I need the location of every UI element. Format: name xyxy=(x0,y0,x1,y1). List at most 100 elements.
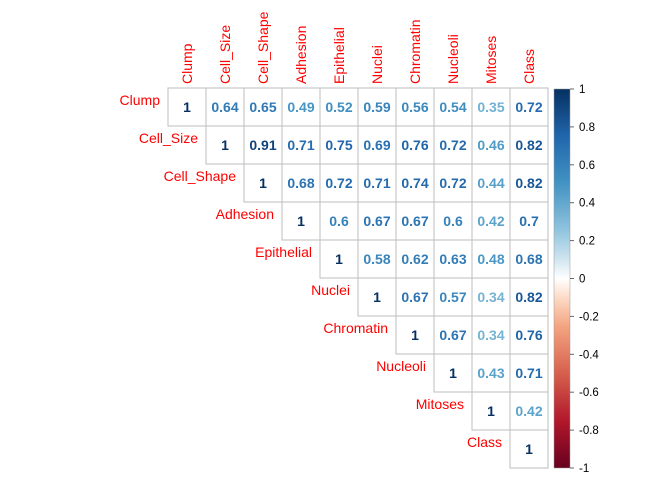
coef-class-class: 1 xyxy=(525,441,533,457)
col-label-epithelial: Epithelial xyxy=(331,27,347,84)
coef-cell-size-class: 0.82 xyxy=(515,137,542,153)
cell-cell-shape-cell-shape xyxy=(243,163,283,203)
row-label-cell-size: Cell_Size xyxy=(139,130,198,146)
coef-cell-size-mitoses: 0.46 xyxy=(477,137,504,153)
col-label-chromatin: Chromatin xyxy=(407,19,423,84)
cell-chromatin-chromatin xyxy=(395,315,435,355)
coef-adhesion-adhesion: 1 xyxy=(297,213,305,229)
coef-cell-shape-cell-shape: 1 xyxy=(259,175,267,191)
col-label-cell-shape: Cell_Shape xyxy=(255,11,271,84)
coef-adhesion-class: 0.7 xyxy=(519,213,539,229)
coef-chromatin-nucleoli: 0.67 xyxy=(439,327,466,343)
coef-cell-size-cell-shape: 0.91 xyxy=(249,137,276,153)
cell-epithelial-nuclei xyxy=(357,239,397,279)
cell-cell-shape-adhesion xyxy=(281,163,321,203)
coef-clump-cell-shape: 0.65 xyxy=(249,99,276,115)
row-label-epithelial: Epithelial xyxy=(255,244,312,260)
coef-chromatin-class: 0.76 xyxy=(515,327,542,343)
colorbar-tick-label: -0.4 xyxy=(579,349,599,361)
coef-nuclei-class: 0.82 xyxy=(515,289,542,305)
cell-cell-shape-nuclei xyxy=(357,163,397,203)
cell-nucleoli-nucleoli xyxy=(433,353,473,393)
coef-epithelial-nucleoli: 0.63 xyxy=(439,251,466,267)
colorbar-tick-label: 0 xyxy=(579,274,585,286)
cell-adhesion-epithelial xyxy=(319,201,359,241)
cell-nuclei-nuclei xyxy=(357,277,397,317)
cell-chromatin-class xyxy=(509,315,549,355)
coef-nuclei-nuclei: 1 xyxy=(373,289,381,305)
cell-mitoses-class xyxy=(509,391,549,431)
coef-cell-shape-nuclei: 0.71 xyxy=(363,175,390,191)
coef-nuclei-nucleoli: 0.57 xyxy=(439,289,466,305)
cell-clump-nuclei xyxy=(357,87,397,127)
coef-clump-nucleoli: 0.54 xyxy=(439,99,466,115)
coef-cell-size-cell-size: 1 xyxy=(221,137,229,153)
cell-chromatin-mitoses xyxy=(471,315,511,355)
cell-epithelial-epithelial xyxy=(319,239,359,279)
cell-cell-size-mitoses xyxy=(471,125,511,165)
coef-clump-nuclei: 0.59 xyxy=(363,99,390,115)
color-legend: 1 0.8 0.6 0.4 0.2 0 -0.2 -0.4 -0.6 -0.8 -1 xyxy=(553,84,599,475)
colorbar-tick-label: 0.2 xyxy=(579,236,595,248)
cell-mitoses-mitoses xyxy=(471,391,511,431)
row-label-adhesion: Adhesion xyxy=(216,206,274,222)
coef-cell-shape-chromatin: 0.74 xyxy=(401,175,428,191)
coef-mitoses-mitoses: 1 xyxy=(487,403,495,419)
coef-cell-size-nuclei: 0.69 xyxy=(363,137,390,153)
coef-cell-shape-mitoses: 0.44 xyxy=(477,175,504,191)
coef-clump-clump: 1 xyxy=(183,99,191,115)
cell-clump-clump xyxy=(167,87,207,127)
cell-adhesion-adhesion xyxy=(281,201,321,241)
coef-clump-chromatin: 0.56 xyxy=(401,99,428,115)
row-label-cell-shape: Cell_Shape xyxy=(164,168,237,184)
cell-clump-cell-size xyxy=(205,87,245,127)
coef-adhesion-epithelial: 0.6 xyxy=(329,213,349,229)
col-label-adhesion: Adhesion xyxy=(293,26,309,84)
cell-cell-size-nucleoli xyxy=(433,125,473,165)
coef-cell-shape-nucleoli: 0.72 xyxy=(439,175,466,191)
col-label-mitoses: Mitoses xyxy=(483,36,499,84)
coef-epithelial-mitoses: 0.48 xyxy=(477,251,504,267)
coef-nucleoli-class: 0.71 xyxy=(515,365,542,381)
colorbar-gradient xyxy=(553,88,571,469)
cell-nucleoli-mitoses xyxy=(471,353,511,393)
colorbar-tick-label: 1 xyxy=(579,84,585,96)
coef-chromatin-mitoses: 0.34 xyxy=(477,327,504,343)
coef-clump-class: 0.72 xyxy=(515,99,542,115)
cell-cell-size-chromatin xyxy=(395,125,435,165)
coef-chromatin-chromatin: 1 xyxy=(411,327,419,343)
coef-nucleoli-nucleoli: 1 xyxy=(449,365,457,381)
coef-cell-size-nucleoli: 0.72 xyxy=(439,137,466,153)
coef-adhesion-nuclei: 0.67 xyxy=(363,213,390,229)
coef-nuclei-chromatin: 0.67 xyxy=(401,289,428,305)
cell-clump-class xyxy=(509,87,549,127)
cell-adhesion-chromatin xyxy=(395,201,435,241)
colorbar-tick-label: -0.2 xyxy=(579,311,599,323)
coef-cell-size-adhesion: 0.71 xyxy=(287,137,314,153)
col-label-cell-size: Cell_Size xyxy=(217,25,233,84)
cell-cell-size-epithelial xyxy=(319,125,359,165)
coef-epithelial-nuclei: 0.58 xyxy=(363,251,390,267)
cell-cell-size-cell-shape xyxy=(243,125,283,165)
cell-nuclei-chromatin xyxy=(395,277,435,317)
coef-cell-shape-adhesion: 0.68 xyxy=(287,175,314,191)
row-label-nucleoli: Nucleoli xyxy=(376,358,426,374)
coef-nuclei-mitoses: 0.34 xyxy=(477,289,504,305)
cell-cell-size-class xyxy=(509,125,549,165)
cell-cell-shape-class xyxy=(509,163,549,203)
cell-epithelial-class xyxy=(509,239,549,279)
colorbar-tick-label: -0.8 xyxy=(579,425,599,437)
colorbar-tick-label: 0.4 xyxy=(579,198,596,210)
coef-clump-adhesion: 0.49 xyxy=(287,99,314,115)
colorbar-tick-label: 0.8 xyxy=(579,122,595,134)
cell-nucleoli-class xyxy=(509,353,549,393)
colorbar-tick-label: -0.6 xyxy=(579,387,599,399)
colorbar-tick-label: -1 xyxy=(579,463,589,475)
col-label-nucleoli: Nucleoli xyxy=(445,34,461,84)
coef-clump-epithelial: 0.52 xyxy=(325,99,352,115)
coef-cell-size-epithelial: 0.75 xyxy=(325,137,352,153)
variable-labels: Clump Cell_Size Cell_Shape Adhesion Epitheli… xyxy=(120,11,537,450)
coef-adhesion-nucleoli: 0.6 xyxy=(443,213,463,229)
row-label-chromatin: Chromatin xyxy=(323,320,388,336)
coef-epithelial-chromatin: 0.62 xyxy=(401,251,428,267)
